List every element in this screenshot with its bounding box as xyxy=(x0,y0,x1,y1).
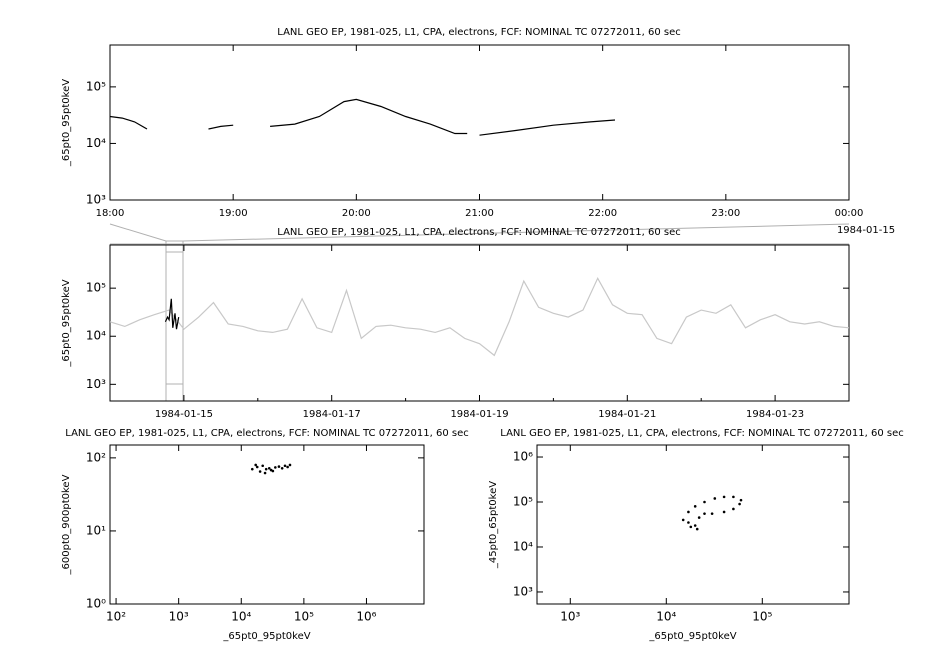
x-tick-label: 10³ xyxy=(169,610,189,624)
x-tick-label: 1984-01-19 xyxy=(450,409,508,420)
x-axis-label: _65pt0_95pt0keV xyxy=(648,631,736,642)
scatter-point xyxy=(280,466,284,470)
x-tick-label: 1984-01-23 xyxy=(746,409,804,420)
scatter-point xyxy=(277,465,281,468)
y-tick-label: 10² xyxy=(86,450,106,464)
scatter-point xyxy=(254,463,257,467)
scatter-point xyxy=(283,464,287,468)
zoom-line xyxy=(109,223,167,242)
x-tick-label: 20:00 xyxy=(342,208,371,219)
scatter-point xyxy=(710,512,714,515)
scatter-point xyxy=(693,505,697,508)
scatter-point xyxy=(286,465,289,469)
scatter-point xyxy=(703,512,706,515)
y-tick-label: 10⁵ xyxy=(513,494,533,508)
scatter-point xyxy=(693,524,697,527)
x-date-label: 1984-01-15 xyxy=(837,225,895,236)
series-line xyxy=(109,98,616,136)
y-tick-label: 10¹ xyxy=(86,523,106,537)
y-axis-label: _65pt0_95pt0keV xyxy=(61,79,72,167)
y-tick-label: 10³ xyxy=(513,584,533,598)
y-axis-label: _65pt0_95pt0keV xyxy=(61,279,72,367)
chart-title: LANL GEO EP, 1981-025, L1, CPA, electron… xyxy=(500,428,903,439)
chart-title: LANL GEO EP, 1981-025, L1, CPA, electron… xyxy=(65,428,468,439)
scatter-point xyxy=(732,495,735,499)
scatter-point xyxy=(258,470,262,473)
scatter-point xyxy=(722,495,726,499)
zoom-line xyxy=(182,223,850,242)
x-tick-label: 10⁵ xyxy=(294,610,314,624)
scatter-point xyxy=(255,465,259,469)
y-tick-label: 10³ xyxy=(86,377,106,391)
series-line xyxy=(109,276,850,357)
x-tick-label: 21:00 xyxy=(465,208,494,219)
x-tick-label: 00:00 xyxy=(835,208,864,219)
x-tick-label: 1984-01-15 xyxy=(155,409,213,420)
y-tick-label: 10⁴ xyxy=(513,539,533,553)
scatter-point xyxy=(264,467,268,471)
x-tick-label: 10³ xyxy=(560,610,580,624)
scatter-point xyxy=(274,466,277,469)
x-tick-label: 1984-01-21 xyxy=(598,409,656,420)
scatter-point xyxy=(739,498,743,502)
scatter-point xyxy=(695,527,699,531)
y-tick-label: 10⁵ xyxy=(86,281,106,295)
scatter-point xyxy=(687,510,690,514)
series-line xyxy=(164,298,180,330)
scatter-point xyxy=(697,516,701,519)
plot-frame xyxy=(536,444,850,605)
scatter-point xyxy=(713,497,717,500)
x-tick-label: 10⁴ xyxy=(231,610,251,624)
scatter-point xyxy=(687,521,690,524)
x-tick-label: 18:00 xyxy=(96,208,125,219)
x-tick-label: 10⁵ xyxy=(752,610,772,624)
x-tick-label: 10⁶ xyxy=(356,610,376,624)
scatter-point xyxy=(732,507,735,511)
x-tick-label: 10⁴ xyxy=(656,610,676,624)
x-tick-label: 22:00 xyxy=(588,208,617,219)
y-tick-label: 10³ xyxy=(86,193,106,207)
x-tick-label: 23:00 xyxy=(711,208,740,219)
x-tick-label: 1984-01-17 xyxy=(303,409,361,420)
chart-title: LANL GEO EP, 1981-025, L1, CPA, electron… xyxy=(277,27,680,38)
y-tick-label: 10⁶ xyxy=(513,450,533,464)
scatter-point xyxy=(722,510,726,514)
chart-title: LANL GEO EP, 1981-025, L1, CPA, electron… xyxy=(277,227,680,238)
y-tick-label: 10⁴ xyxy=(86,329,106,343)
scatter-point xyxy=(288,463,292,467)
scatter-point xyxy=(271,469,275,473)
scatter-point xyxy=(738,502,741,506)
scatter-point xyxy=(689,525,693,529)
scatter-point xyxy=(267,466,271,470)
y-tick-label: 10⁰ xyxy=(86,597,106,611)
scatter-point xyxy=(681,518,685,522)
x-tick-label: 19:00 xyxy=(219,208,248,219)
y-axis-label: _45pt0_65pt0keV xyxy=(488,481,499,569)
scatter-point xyxy=(703,500,706,504)
plot-frame xyxy=(109,444,425,605)
scatter-point xyxy=(261,464,265,468)
y-axis-label: _600pt0_900pt0keV xyxy=(61,474,72,575)
scatter-point xyxy=(263,471,267,475)
x-axis-label: _65pt0_95pt0keV xyxy=(222,631,310,642)
scatter-point xyxy=(250,467,254,471)
y-tick-label: 10⁵ xyxy=(86,79,106,93)
y-tick-label: 10⁴ xyxy=(86,136,106,150)
x-tick-label: 10² xyxy=(106,610,126,624)
